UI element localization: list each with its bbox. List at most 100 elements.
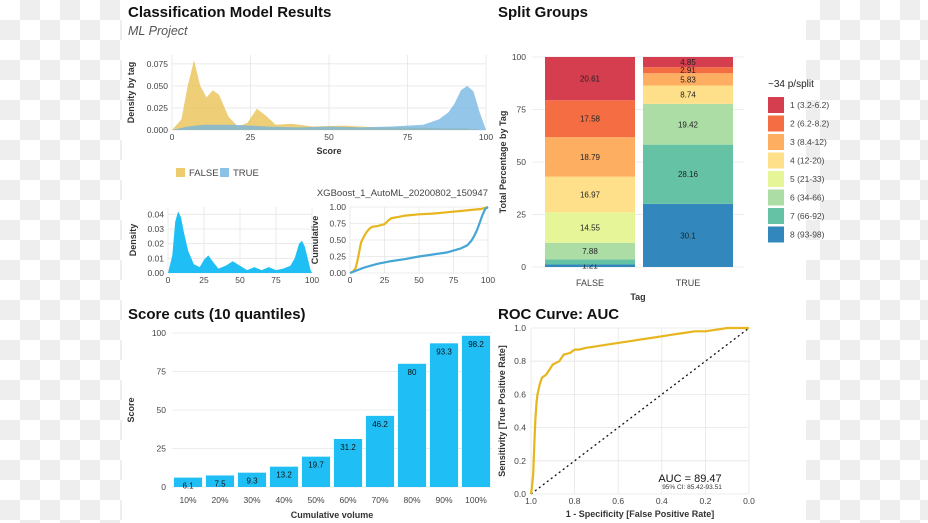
score-bar [205, 475, 235, 487]
stacked-bar-segment [643, 56, 733, 68]
stacked-bar-segment [643, 73, 733, 86]
x-tick-label: 10% [179, 495, 196, 505]
y-tick-label: 0.075 [147, 59, 169, 69]
x-tick-label: 40% [275, 495, 292, 505]
x-tick-label: 30% [243, 495, 260, 505]
legend-swatch [768, 171, 784, 187]
y-tick-label: 0.00 [329, 268, 346, 278]
score-bar [333, 438, 363, 487]
cumulative-line-true [349, 206, 489, 275]
segment-value-label: 1.21 [582, 262, 598, 271]
score-bar [173, 477, 203, 487]
x-tick-label: 50 [235, 275, 245, 285]
segment-value-label: 4.85 [680, 58, 696, 67]
y-tick-label: 50 [157, 405, 167, 415]
legend-label: 1 (3.2-6.2) [790, 100, 829, 110]
x-tick-label: 0.4 [656, 496, 668, 506]
segment-value-label: 17.58 [580, 115, 601, 124]
x-tick-label: 25 [199, 275, 209, 285]
stacked-bar-segment [643, 85, 733, 104]
y-tick-label: 0.4 [514, 423, 526, 433]
auc-annotation: AUC = 89.47 [658, 473, 721, 485]
segment-value-label: 5.83 [680, 75, 696, 84]
stacked-bar-segment [643, 144, 733, 204]
x-tick-label: 20% [211, 495, 228, 505]
y-tick-label: 0.025 [147, 103, 169, 113]
bar-value-label: 19.7 [308, 461, 324, 470]
legend-swatch [768, 115, 784, 132]
y-tick-label: 0.50 [329, 235, 346, 245]
roc-title: ROC Curve: AUC [498, 306, 620, 323]
x-tick-label: 60% [339, 495, 356, 505]
roc-curve [529, 326, 749, 495]
bar-value-label: 93.3 [436, 347, 452, 356]
y-tick-label: 0 [161, 482, 166, 492]
main-title: Classification Model Results [128, 4, 332, 21]
y-axis-label: Density by tag [126, 62, 136, 124]
x-tick-label: 75 [449, 275, 459, 285]
stacked-bar-segment [545, 176, 635, 213]
y-tick-label: 75 [517, 105, 527, 115]
y-axis-label: Density [128, 224, 138, 257]
legend-label: 4 (12-20) [790, 156, 825, 166]
x-tick-label: FALSE [576, 278, 604, 288]
stacked-bar-segment [545, 264, 635, 267]
y-tick-label: 0.050 [147, 81, 169, 91]
x-tick-label: 50% [307, 495, 324, 505]
x-tick-label: 0.0 [743, 496, 755, 506]
density-area-false [172, 60, 486, 130]
legend-swatch [768, 189, 784, 206]
legend-label: 6 (34-66) [790, 193, 825, 203]
legend-swatch-true [220, 168, 229, 177]
y-axis-label: Total Percentage by Tag [498, 111, 508, 214]
legend-label-false: FALSE [189, 168, 219, 179]
bar-value-label: 46.2 [372, 420, 388, 429]
stacked-bar-segment [545, 100, 635, 138]
y-axis-label: Cumulative [310, 216, 320, 265]
density-area [168, 211, 312, 273]
legend-label: 5 (21-33) [790, 174, 825, 184]
score-bar [461, 335, 491, 487]
x-tick-label: 0 [166, 275, 171, 285]
legend-label: 7 (66-92) [790, 211, 825, 221]
y-tick-label: 25 [157, 444, 167, 454]
y-tick-label: 1.00 [329, 202, 346, 212]
main-subtitle: ML Project [128, 24, 188, 38]
y-tick-label: 100 [512, 52, 526, 62]
legend-label: 3 (8.4-12) [790, 137, 827, 147]
x-tick-label: 80% [403, 495, 420, 505]
segment-value-label: 18.79 [580, 153, 601, 162]
y-tick-label: 0.02 [147, 239, 164, 249]
segment-value-label: 30.1 [680, 231, 696, 240]
cumulative-line-false [349, 205, 489, 274]
bar-value-label: 13.2 [276, 471, 292, 480]
y-tick-label: 0.00 [147, 268, 164, 278]
y-tick-label: 75 [157, 367, 167, 377]
x-tick-label: 0 [348, 275, 353, 285]
x-tick-label: 0.6 [612, 496, 624, 506]
stacked-bar-segment [643, 103, 733, 145]
stacked-bar-segment [545, 212, 635, 243]
legend-label: 2 (6.2-8.2) [790, 119, 829, 129]
segment-value-label: 19.42 [678, 120, 699, 129]
legend-swatch [768, 134, 784, 150]
legend-swatch [768, 152, 784, 169]
legend-label-true: TRUE [233, 168, 259, 179]
bar-value-label: 31.2 [340, 443, 356, 452]
legend-swatch [768, 208, 784, 224]
stacked-bar-segment [643, 203, 733, 267]
y-tick-label: 0.2 [514, 456, 526, 466]
y-tick-label: 0.75 [329, 219, 346, 229]
score-bar [429, 343, 459, 487]
segment-value-label: 7.88 [582, 247, 598, 256]
stacked-bar-segment [545, 137, 635, 177]
x-axis-label: 1 - Specificity [False Positive Rate] [566, 509, 715, 519]
stacked-bar-segment [545, 242, 635, 260]
x-axis-label: Cumulative volume [291, 510, 374, 520]
x-tick-label: 75 [403, 132, 413, 142]
score-bar [397, 363, 427, 487]
